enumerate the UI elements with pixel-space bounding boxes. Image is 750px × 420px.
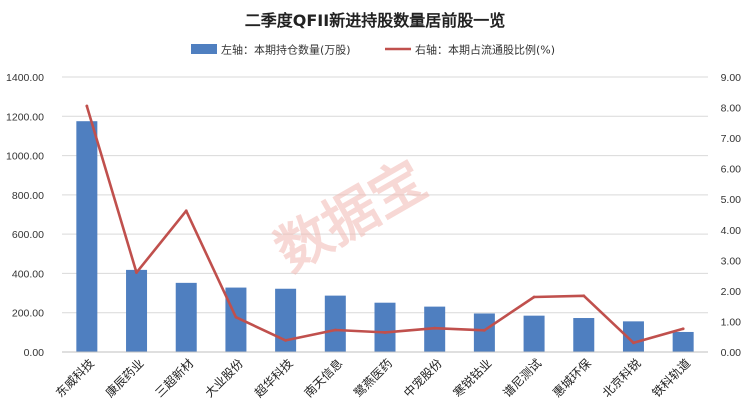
y-right-tick-label: 8.00 (721, 103, 742, 115)
y-left-tick-label: 1200.00 (6, 111, 44, 123)
line-point (482, 328, 486, 332)
y-left-tick-label: 1000.00 (6, 151, 44, 163)
x-tick-label: 寒锐钴业 (450, 356, 495, 401)
y-right-tick-label: 4.00 (721, 225, 742, 237)
line-point (85, 104, 89, 108)
y-left-tick-label: 600.00 (12, 229, 44, 241)
x-tick-label: 东威科技 (53, 356, 97, 400)
y-right-tick-label: 1.00 (721, 316, 742, 328)
x-tick-label: 大业股份 (202, 356, 246, 400)
bar (126, 269, 148, 352)
y-left-tick-label: 1400.00 (6, 72, 44, 84)
watermark-text: 数据宝 (265, 148, 437, 284)
y-right-tick-label: 7.00 (721, 133, 742, 145)
y-left-tick-label: 0.00 (24, 347, 45, 359)
bar (324, 295, 346, 352)
line-point (582, 294, 586, 298)
y-left-tick-label: 400.00 (12, 268, 44, 280)
x-tick-label: 北京科锐 (600, 356, 644, 400)
line-point (184, 209, 188, 213)
line-point (135, 271, 138, 274)
x-tick-label: 中宠股份 (400, 356, 445, 401)
line-point (284, 338, 288, 342)
chart-title: 二季度QFII新进持股数量居前股一览 (245, 11, 505, 30)
legend-bar-swatch (191, 44, 217, 54)
legend-line-label: 右轴：本期占流通股比例(%) (415, 43, 555, 57)
line-point (532, 295, 536, 299)
x-tick-label: 谱尼测试 (500, 356, 545, 401)
y-right-tick-label: 2.00 (721, 286, 742, 298)
bar (622, 321, 644, 352)
line-point (333, 328, 337, 332)
bar (672, 331, 694, 352)
y-left-tick-label: 200.00 (12, 308, 44, 320)
y-right-tick-label: 9.00 (721, 72, 742, 84)
bar (473, 313, 495, 352)
bar (76, 121, 98, 352)
y-right-tick-label: 5.00 (721, 194, 742, 206)
y-right-tick-label: 6.00 (721, 164, 742, 176)
line-point (433, 326, 437, 330)
x-tick-label: 鹭燕医药 (351, 356, 396, 401)
line-point (383, 331, 387, 334)
x-tick-label: 超华科技 (251, 356, 296, 401)
bar (175, 282, 197, 352)
bar (573, 318, 595, 352)
x-tick-label: 南天信息 (301, 356, 346, 401)
y-right-tick-label: 0.00 (721, 347, 742, 359)
x-tick-label: 铁科轨道 (649, 356, 693, 400)
x-tick-label: 惠城环保 (550, 356, 594, 400)
line-point (681, 327, 685, 331)
y-left-tick-label: 800.00 (12, 190, 44, 202)
x-tick-label: 三超新材 (152, 356, 197, 401)
y-right-tick-label: 3.00 (721, 255, 742, 267)
bar (275, 288, 297, 352)
legend-bar-label: 左轴：本期持仓数量(万股) (221, 43, 351, 57)
bar (523, 315, 545, 352)
line-point (632, 341, 635, 345)
bar (374, 302, 396, 352)
x-tick-label: 康辰药业 (102, 356, 147, 401)
line-point (234, 315, 238, 319)
